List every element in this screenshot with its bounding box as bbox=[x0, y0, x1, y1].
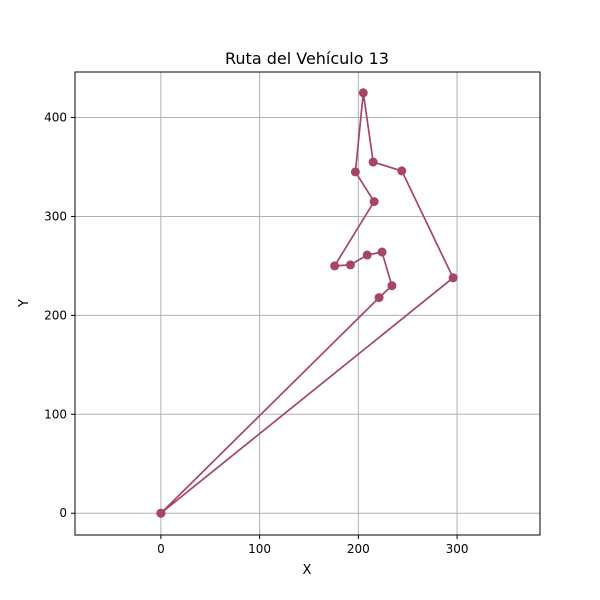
route-point bbox=[358, 88, 368, 98]
y-axis-label: Y bbox=[17, 299, 32, 308]
route-point bbox=[368, 157, 378, 167]
grid bbox=[75, 72, 540, 535]
route-point bbox=[362, 250, 372, 260]
x-tick-label: 0 bbox=[157, 542, 165, 556]
y-tick-label: 200 bbox=[44, 308, 67, 322]
axis-ticks: 0 100 200 300 0 100 200 300 400 bbox=[44, 111, 468, 556]
route-line bbox=[160, 91, 454, 514]
route-point bbox=[377, 247, 387, 257]
y-tick-label: 400 bbox=[44, 111, 67, 125]
route-point bbox=[374, 293, 384, 303]
route-point bbox=[387, 281, 397, 291]
x-tick-label: 200 bbox=[347, 542, 370, 556]
route-point bbox=[448, 273, 458, 283]
route-point bbox=[345, 260, 355, 270]
x-tick-label: 100 bbox=[248, 542, 271, 556]
series-route bbox=[156, 88, 458, 518]
plot-area-frame bbox=[74, 71, 541, 536]
y-tick-label: 0 bbox=[59, 506, 67, 520]
chart-title: Ruta del Vehículo 13 bbox=[225, 49, 389, 68]
x-tick-label: 300 bbox=[446, 542, 469, 556]
y-tick-label: 100 bbox=[44, 407, 67, 421]
x-axis-label: X bbox=[303, 563, 312, 578]
route-point bbox=[156, 508, 166, 518]
route-point bbox=[350, 167, 360, 177]
route-point bbox=[369, 197, 379, 207]
route-point bbox=[330, 261, 340, 271]
route-point bbox=[397, 166, 407, 176]
y-tick-label: 300 bbox=[44, 209, 67, 223]
